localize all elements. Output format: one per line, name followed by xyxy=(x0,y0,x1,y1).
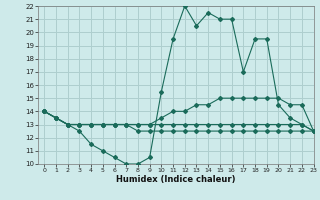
X-axis label: Humidex (Indice chaleur): Humidex (Indice chaleur) xyxy=(116,175,236,184)
